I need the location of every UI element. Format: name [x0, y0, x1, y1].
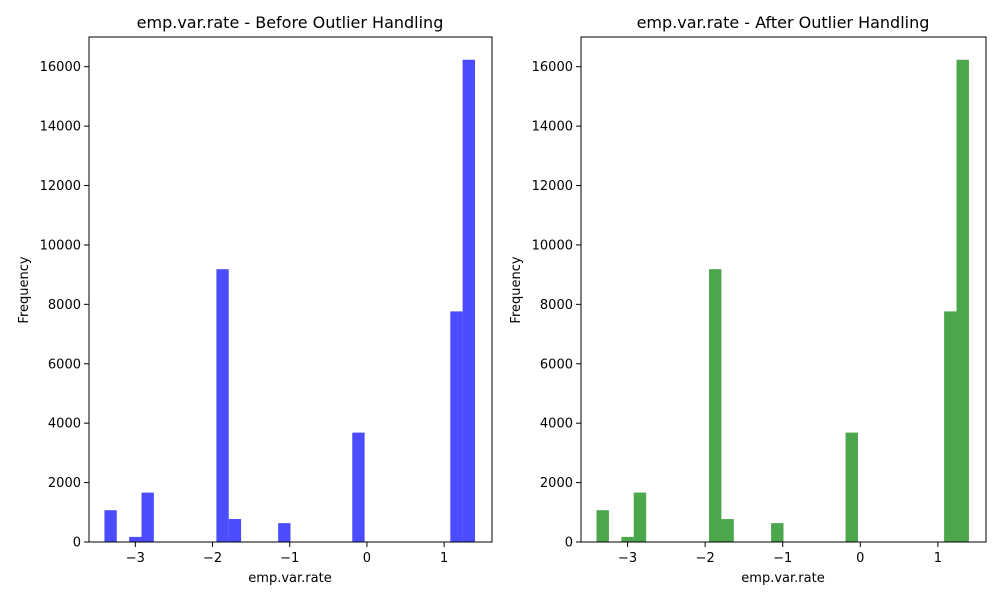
y-tick-label: 10000 — [40, 238, 81, 253]
y-tick-label: 0 — [73, 536, 81, 551]
y-tick-label: 0 — [565, 536, 573, 551]
y-tick-label: 6000 — [540, 357, 573, 372]
x-tick-label: −2 — [203, 551, 222, 566]
y-ticks: 0 2000 4000 6000 8000 10000 12000 14000 16000 — [40, 60, 89, 551]
y-tick-label: 2000 — [48, 476, 81, 491]
x-tick-label: 1 — [440, 551, 448, 566]
y-tick-label: 16000 — [40, 60, 81, 75]
plot-frame — [580, 36, 987, 543]
x-tick-label: −3 — [618, 551, 637, 566]
y-tick-label: 12000 — [532, 179, 573, 194]
plot-frame — [88, 36, 493, 543]
histogram-bar — [721, 519, 734, 542]
x-axis-label: emp.var.rate — [741, 571, 824, 586]
histogram-bar — [104, 510, 117, 542]
x-tick-label: 0 — [856, 551, 864, 566]
y-tick-label: 6000 — [48, 357, 81, 372]
y-tick-label: 8000 — [48, 298, 81, 313]
histogram-bar — [129, 536, 142, 542]
y-axis-label: Frequency — [17, 256, 32, 323]
y-tick-label: 16000 — [532, 60, 573, 75]
y-tick-label: 14000 — [40, 120, 81, 135]
histogram-bar — [709, 269, 722, 542]
histogram-bar — [944, 311, 957, 542]
chart-title: emp.var.rate - After Outlier Handling — [637, 13, 930, 32]
histogram-bar — [462, 59, 476, 543]
x-ticks: −3 −2 −1 0 1 — [126, 542, 448, 566]
histogram-bar — [596, 510, 609, 542]
histogram-bar — [278, 523, 291, 542]
histogram-bar — [141, 492, 154, 542]
x-tick-label: −2 — [696, 551, 715, 566]
chart-title: emp.var.rate - Before Outlier Handling — [137, 13, 444, 32]
x-tick-label: 0 — [363, 551, 371, 566]
histogram-bar — [352, 432, 365, 542]
histogram-bar — [216, 269, 229, 542]
y-tick-label: 2000 — [540, 476, 573, 491]
histogram-bar — [956, 59, 969, 543]
x-axis-label: emp.var.rate — [248, 571, 331, 586]
y-tick-label: 14000 — [532, 120, 573, 135]
histogram-bar — [228, 519, 242, 542]
histogram-bar — [771, 523, 784, 542]
bars — [596, 59, 969, 543]
histogram-bar — [845, 432, 858, 542]
y-tick-label: 4000 — [48, 417, 81, 432]
chart-after: emp.var.rate - After Outlier Handling −3… — [509, 13, 987, 586]
y-axis-label: Frequency — [509, 256, 524, 323]
chart-before: emp.var.rate - Before Outlier Handling −… — [17, 13, 493, 586]
histogram-bar — [621, 536, 634, 542]
x-tick-label: 1 — [934, 551, 942, 566]
y-tick-label: 4000 — [540, 417, 573, 432]
y-tick-label: 8000 — [540, 298, 573, 313]
histogram-bar — [450, 311, 463, 542]
x-tick-label: −1 — [773, 551, 792, 566]
histogram-bar — [633, 492, 647, 542]
y-ticks: 0 2000 4000 6000 8000 10000 12000 14000 16000 — [532, 60, 581, 551]
x-tick-label: −1 — [280, 551, 299, 566]
x-ticks: −3 −2 −1 0 1 — [618, 542, 942, 566]
bars — [104, 59, 476, 543]
x-tick-label: −3 — [126, 551, 145, 566]
y-tick-label: 10000 — [532, 238, 573, 253]
y-tick-label: 12000 — [40, 179, 81, 194]
